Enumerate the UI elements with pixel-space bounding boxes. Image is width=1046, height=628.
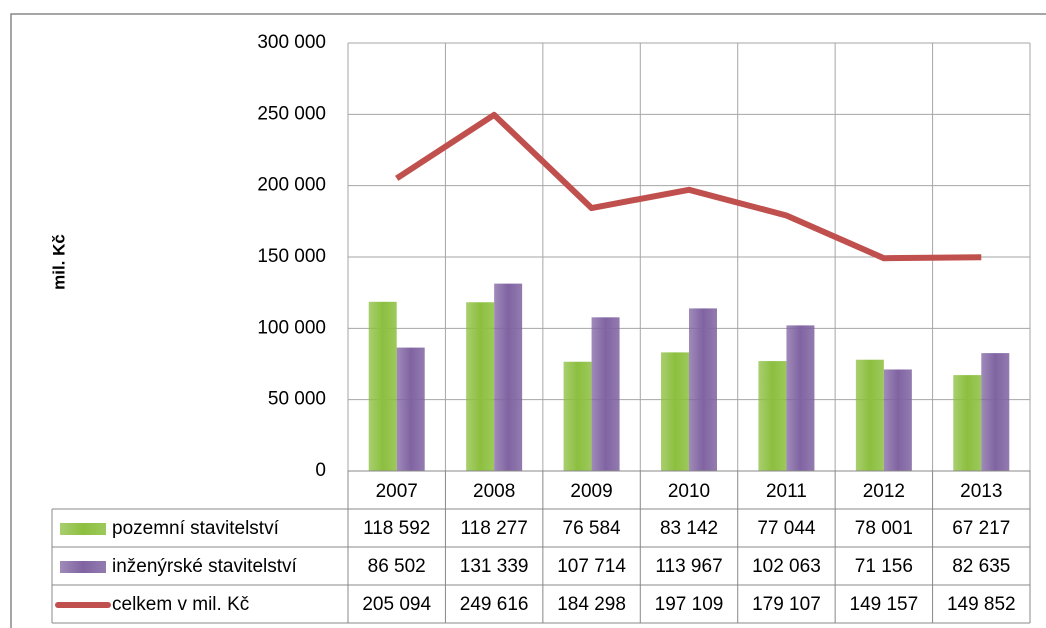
- table-value: 149 852: [947, 594, 1016, 615]
- y-axis-label: mil. Kč: [49, 234, 68, 290]
- legend-key: [60, 561, 106, 573]
- table-value: 107 714: [557, 556, 626, 577]
- bar: [883, 369, 912, 471]
- bar: [396, 347, 425, 471]
- x-tick-label: 2011: [766, 481, 807, 502]
- bar: [758, 361, 787, 471]
- table-value: 118 277: [461, 518, 528, 539]
- table-value: 197 109: [655, 594, 724, 615]
- y-tick-label: 250 000: [257, 103, 326, 124]
- x-tick-label: 2010: [668, 481, 710, 502]
- x-tick-label: 2012: [863, 481, 905, 502]
- chart-frame: [10, 13, 1046, 628]
- bar: [563, 361, 592, 471]
- table-value: 76 584: [563, 518, 622, 539]
- table-value: 149 157: [850, 594, 919, 615]
- bar: [494, 283, 523, 471]
- legend-label: inženýrské stavitelství: [112, 556, 298, 577]
- x-tick-label: 2013: [960, 481, 1002, 502]
- table-value: 131 339: [460, 556, 529, 577]
- legend-label: pozemní stavitelství: [112, 518, 280, 539]
- bar: [368, 301, 397, 471]
- table-value: 86 502: [368, 556, 426, 577]
- bar: [466, 302, 495, 471]
- line: [395, 111, 982, 262]
- bar: [786, 325, 815, 471]
- legend-label: celkem v mil. Kč: [112, 594, 249, 615]
- bar: [689, 308, 717, 471]
- y-tick-label: 300 000: [257, 32, 326, 53]
- table-value: 67 217: [952, 518, 1010, 539]
- table-value: 102 063: [752, 556, 821, 577]
- table-value: 179 107: [752, 594, 821, 615]
- bar: [981, 353, 1010, 471]
- table-value: 83 142: [660, 518, 718, 539]
- table-value: 184 298: [557, 594, 626, 615]
- table-value: 113 967: [655, 556, 722, 577]
- legend-key: [60, 523, 106, 535]
- table-value: 249 616: [460, 594, 529, 615]
- y-tick-label: 200 000: [257, 175, 326, 196]
- table-value: 78 001: [855, 518, 913, 539]
- y-tick-label: 50 000: [268, 389, 326, 410]
- y-tick-label: 100 000: [257, 317, 326, 338]
- y-tick-label: 0: [315, 460, 326, 481]
- table-value: 118 592: [363, 518, 430, 539]
- bar: [591, 317, 620, 471]
- table-value: 205 094: [362, 594, 431, 615]
- table-value: 77 044: [757, 518, 816, 539]
- bar: [855, 359, 884, 471]
- x-tick-label: 2009: [570, 481, 612, 502]
- bar: [953, 375, 982, 471]
- bar: [661, 352, 689, 471]
- table-value: 71 156: [855, 556, 913, 577]
- x-tick-label: 2007: [376, 481, 418, 502]
- table-value: 82 635: [952, 556, 1010, 577]
- x-tick-label: 2008: [473, 481, 515, 502]
- y-tick-label: 150 000: [257, 246, 326, 267]
